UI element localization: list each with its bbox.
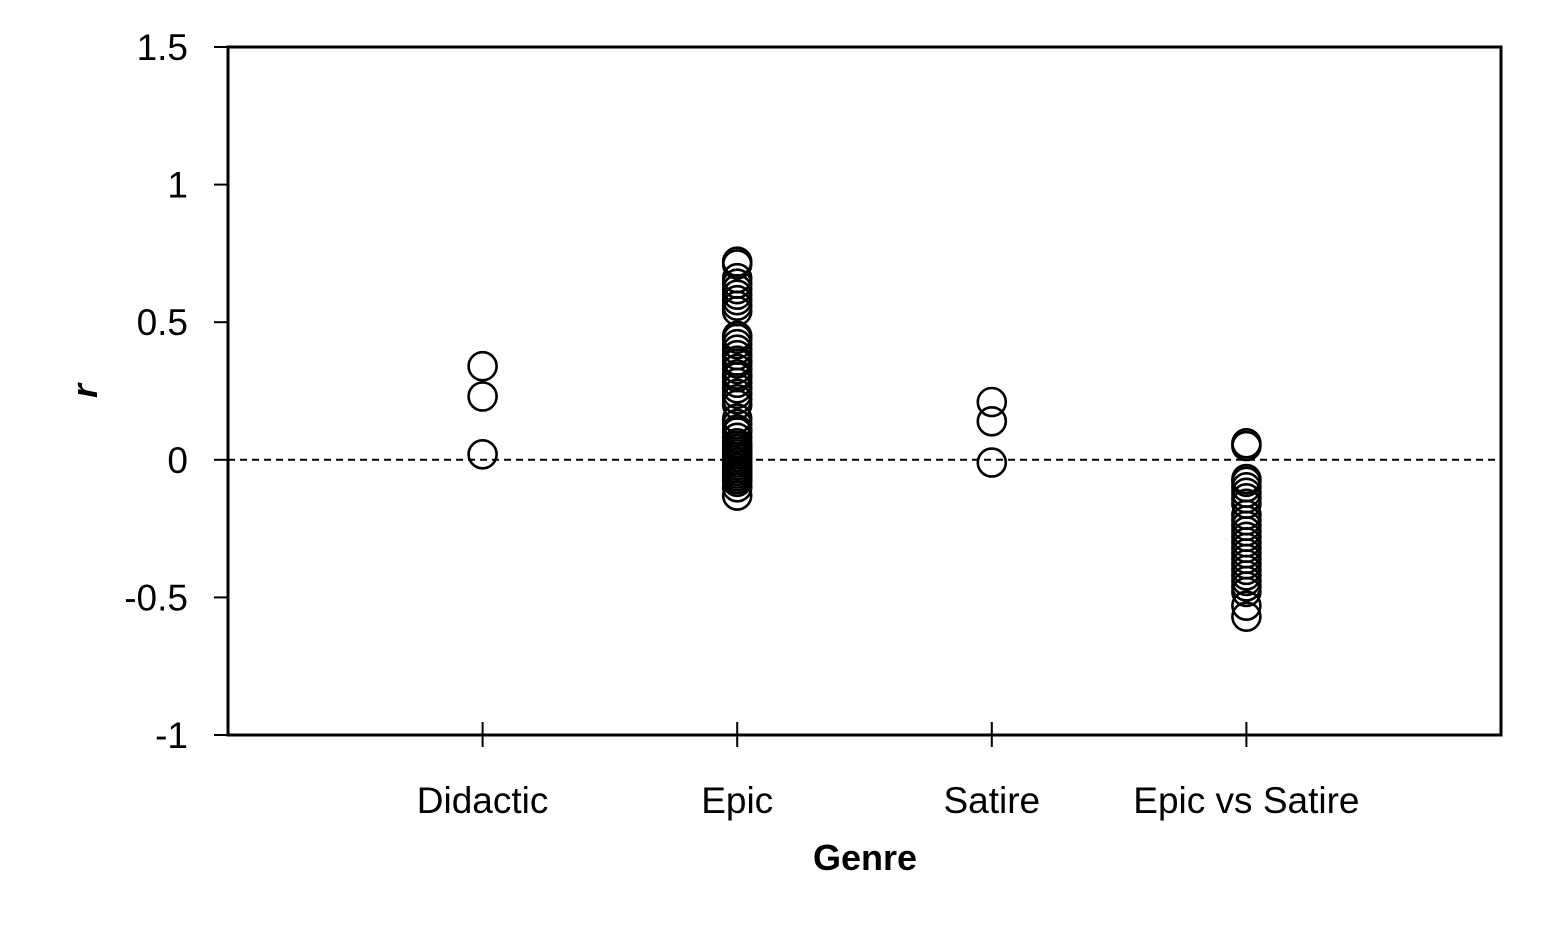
y-tick-label: 1 xyxy=(167,165,188,206)
y-tick-label: 0.5 xyxy=(137,302,188,343)
data-point xyxy=(721,249,753,280)
data-point xyxy=(1231,427,1262,459)
x-axis: Didactic Epic Satire Epic vs Satire xyxy=(417,722,1360,821)
y-tick-label: -1 xyxy=(155,715,188,756)
plot-area xyxy=(226,45,1503,737)
data-point xyxy=(976,405,1008,437)
data-points xyxy=(467,246,1262,632)
plot-frame xyxy=(226,45,1503,737)
data-point xyxy=(1231,576,1262,608)
data-point xyxy=(1231,601,1262,632)
data-point xyxy=(721,480,753,511)
data-point xyxy=(721,472,753,503)
y-axis-title: r xyxy=(64,382,105,398)
data-point xyxy=(467,381,498,412)
x-tick-label: Epic vs Satire xyxy=(1133,780,1359,821)
x-tick-label: Epic xyxy=(701,780,773,821)
y-axis: -1 -0.5 0 0.5 1 1.5 xyxy=(124,27,228,756)
data-point xyxy=(1231,590,1262,621)
data-point xyxy=(1231,430,1262,462)
x-axis-title: Genre xyxy=(813,837,917,878)
x-tick-label: Didactic xyxy=(417,780,549,821)
data-point xyxy=(721,246,753,277)
data-point xyxy=(467,350,498,382)
data-point xyxy=(976,447,1008,478)
y-tick-label: -0.5 xyxy=(124,577,188,618)
data-point xyxy=(467,438,498,470)
y-tick-label: 1.5 xyxy=(137,27,188,68)
data-point xyxy=(976,386,1008,418)
x-tick-label: Satire xyxy=(943,780,1040,821)
y-tick-label: 0 xyxy=(167,440,188,481)
